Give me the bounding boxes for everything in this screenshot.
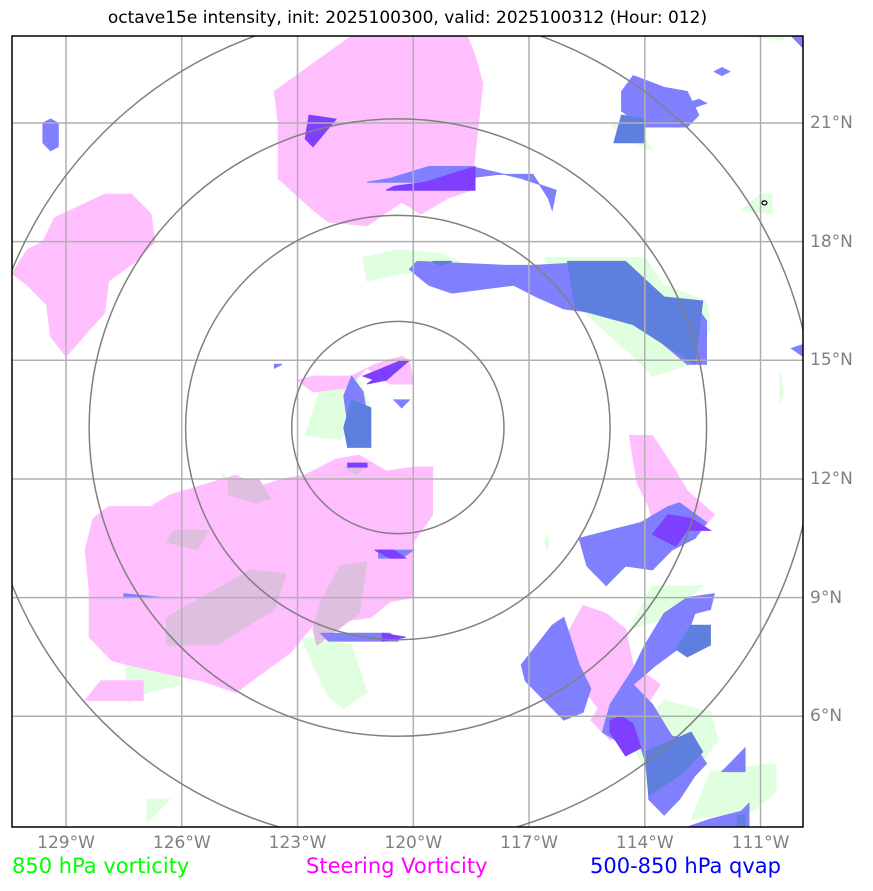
- steering-vorticity-contour: [12, 193, 156, 358]
- qvap-contour: [273, 363, 283, 370]
- qvap-contour: [713, 67, 731, 77]
- range-ring: [290, 320, 505, 535]
- qvap-vort850-overlap: [567, 260, 704, 366]
- lat-tick-label: 21°N: [810, 113, 853, 133]
- lon-tick-label: 129°W: [37, 833, 95, 853]
- qvap-steering-overlap: [609, 715, 642, 757]
- legend-steering: Steering Vorticity: [306, 854, 488, 878]
- vort850-contour: [300, 636, 368, 710]
- lat-tick-label: 12°N: [810, 468, 853, 489]
- qvap-contour: [675, 98, 708, 108]
- lon-tick-label: 114°W: [615, 833, 674, 853]
- qvap-vort850-overlap: [343, 399, 372, 448]
- qvap-contour: [790, 36, 803, 49]
- lat-tick-label: 18°N: [810, 231, 853, 252]
- chart-title: octave15e intensity, init: 2025100300, v…: [107, 8, 708, 28]
- qvap-contour: [366, 166, 557, 212]
- qvap-vort850-overlap: [736, 814, 746, 827]
- lon-tick-label: 120°W: [384, 833, 443, 853]
- steering-vorticity-contour: [84, 680, 144, 701]
- track-marker: [761, 200, 768, 206]
- qvap-vort850-overlap: [675, 624, 711, 658]
- qvap-contour: [687, 802, 750, 827]
- vort850-contour: [779, 372, 785, 404]
- lon-tick-label: 117°W: [500, 833, 558, 853]
- qvap-steering-overlap: [347, 462, 368, 468]
- steering-vorticity-contour: [296, 355, 414, 393]
- vort850-contour: [740, 193, 773, 215]
- qvap-vort850-overlap: [644, 731, 704, 797]
- vort850-contour: [741, 36, 785, 41]
- vort850-contour: [146, 798, 172, 825]
- qvap-vort850-overlap: [432, 260, 453, 266]
- lon-tick-label: 123°W: [268, 833, 327, 853]
- steering-vort850-overlap: [165, 569, 287, 646]
- lat-tick-label: 15°N: [810, 350, 853, 371]
- vort850-contour: [543, 534, 549, 551]
- lat-tick-label: 6°N: [810, 706, 843, 727]
- plot-frame: [11, 35, 804, 828]
- steering-vort850-overlap: [165, 529, 210, 551]
- lat-tick-label: 9°N: [810, 587, 843, 608]
- legend-qvap: 500-850 hPa qvap: [590, 854, 781, 878]
- qvap-steering-overlap: [374, 549, 408, 559]
- qvap-contour: [720, 746, 746, 773]
- range-ring: [184, 214, 611, 641]
- legend-vort850: 850 hPa vorticity: [12, 854, 190, 878]
- lon-tick-label: 126°W: [152, 833, 211, 853]
- qvap-steering-overlap: [651, 514, 713, 547]
- range-ring: [88, 118, 708, 737]
- qvap-contour: [790, 343, 803, 358]
- lon-tick-label: 111°W: [731, 833, 790, 853]
- steering-vort850-overlap: [312, 561, 368, 646]
- vort850-contour: [690, 763, 777, 820]
- qvap-contour: [392, 399, 411, 409]
